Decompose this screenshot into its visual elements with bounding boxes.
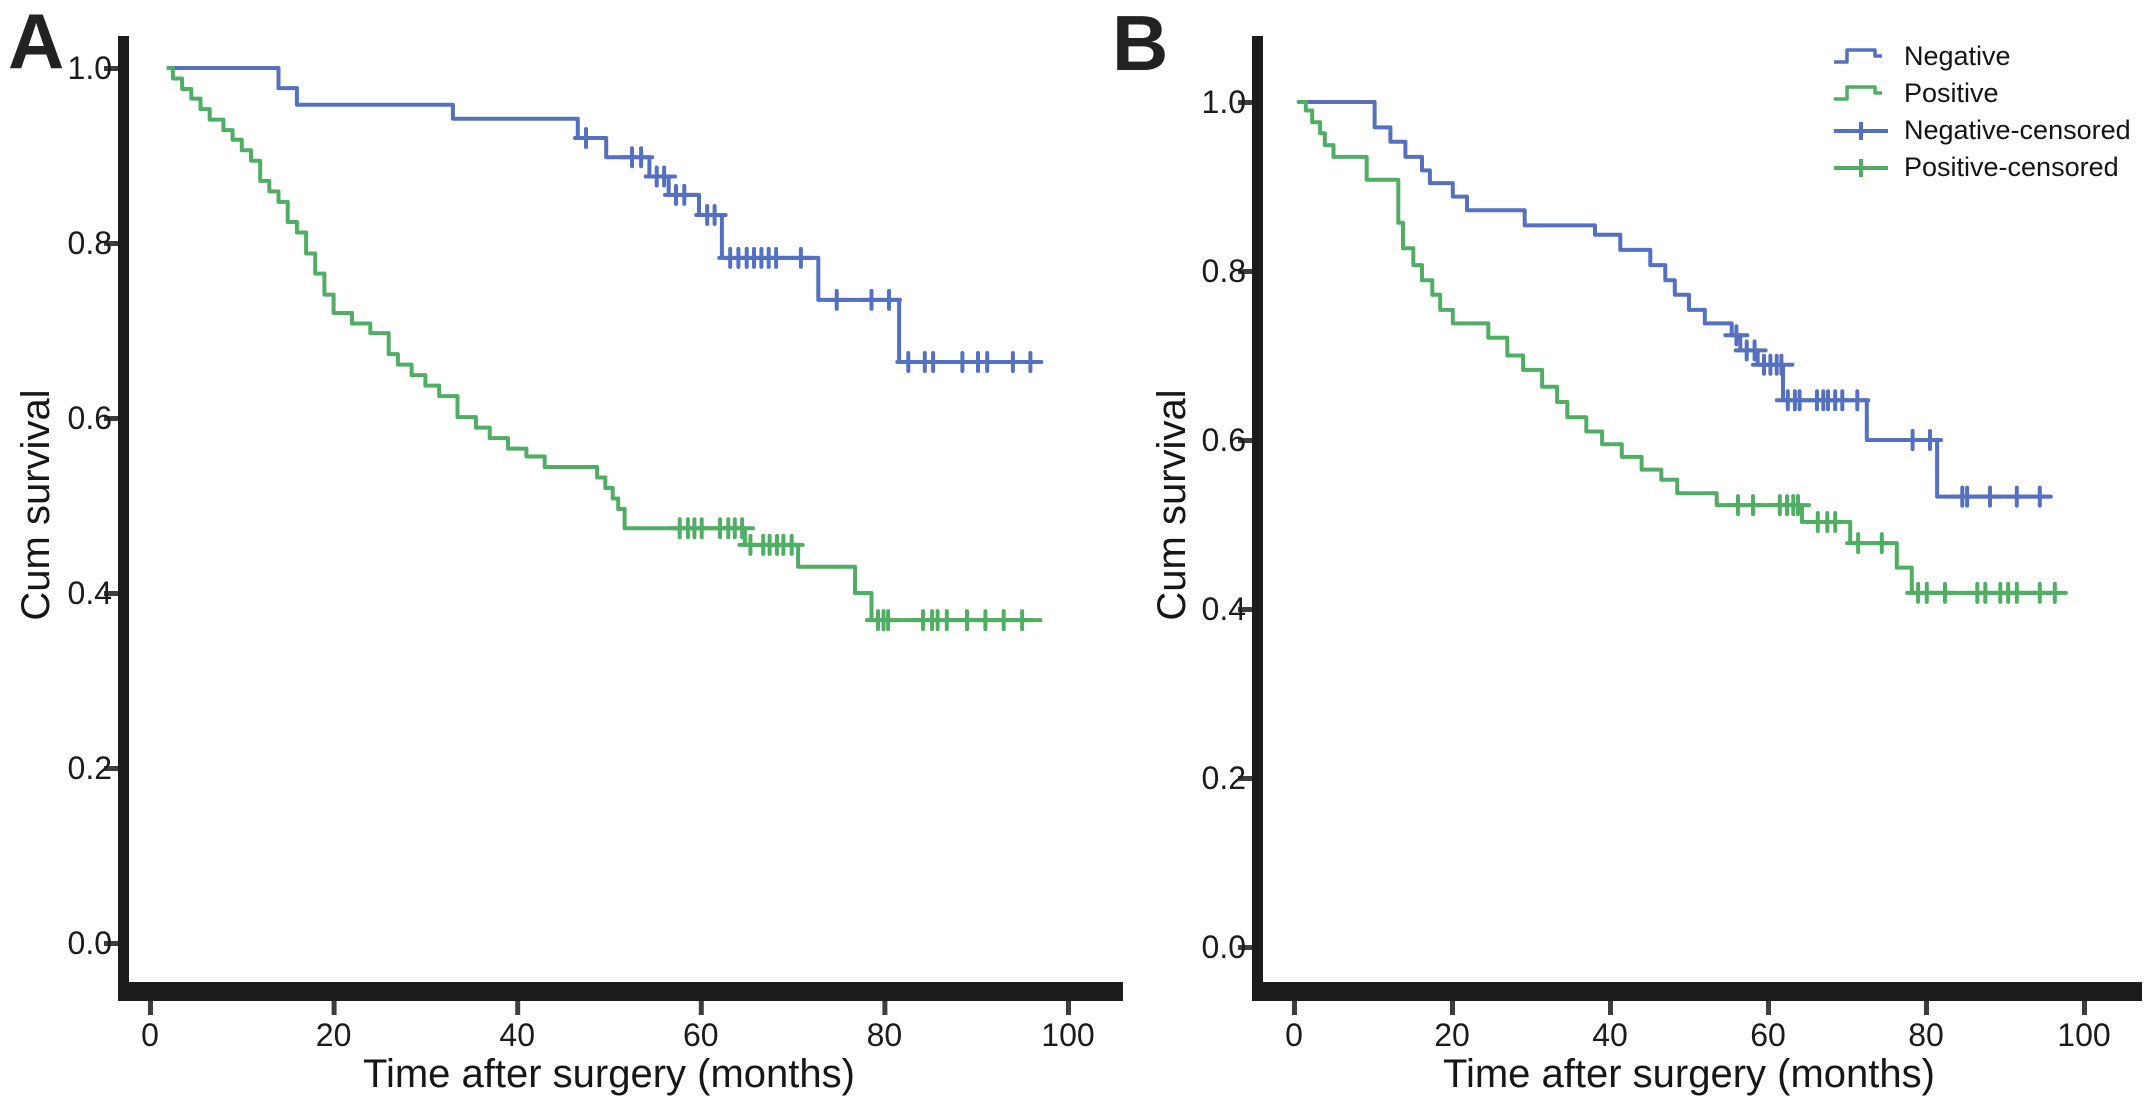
positive-censored-plus-icon bbox=[1834, 158, 1888, 177]
legend-symbol-path bbox=[1834, 47, 1882, 64]
x-tick-label-panel-a: 100 bbox=[1041, 1017, 1095, 1053]
legend-row-negative-censored: Negative-censored bbox=[1832, 112, 2148, 149]
x-tick-label-panel-b: 0 bbox=[1285, 1017, 1303, 1053]
negative-censored-plus-icon bbox=[1834, 121, 1888, 140]
panel-a-letter: A bbox=[8, 0, 65, 85]
y-tick-panel-a bbox=[104, 66, 118, 71]
x-tick-panel-a bbox=[1066, 1001, 1071, 1015]
censor-marks-positive-panel-b bbox=[1725, 494, 2068, 604]
x-tick-panel-a bbox=[698, 1001, 704, 1015]
km-curve-negative-panel-b bbox=[1296, 100, 2051, 499]
y-tick-panel-b bbox=[1238, 100, 1252, 105]
legend-symbol-path bbox=[1834, 84, 1882, 101]
x-tick-panel-b bbox=[1924, 1001, 1929, 1015]
negative-step-line-icon bbox=[1834, 47, 1882, 64]
y-tick-panel-b bbox=[1238, 607, 1252, 612]
x-tick-label-panel-b: 80 bbox=[1908, 1017, 1944, 1053]
legend-row-negative: Negative bbox=[1832, 38, 2148, 75]
x-tick-panel-b bbox=[1292, 1001, 1297, 1015]
censor-marks-negative-panel-a bbox=[573, 127, 1044, 373]
x-tick-panel-b bbox=[1450, 1001, 1455, 1015]
legend-row-positive: Positive bbox=[1832, 75, 2148, 112]
y-tick-panel-a bbox=[104, 241, 118, 246]
x-axis-bar-panel-b bbox=[1252, 982, 2142, 1001]
y-tick-label-panel-b: 0.0 bbox=[1201, 929, 1246, 965]
censor-marks-positive-panel-a bbox=[666, 517, 1036, 632]
legend-row-positive-censored: Positive-censored bbox=[1832, 149, 2148, 186]
x-tick-panel-b bbox=[2082, 1001, 2087, 1015]
x-tick-label-panel-a: 0 bbox=[141, 1017, 159, 1053]
y-tick-label-panel-b: 0.6 bbox=[1201, 422, 1246, 458]
x-axis-bar-panel-a bbox=[118, 982, 1123, 1001]
y-tick-label-panel-a: 0.4 bbox=[67, 575, 112, 611]
y-tick-panel-b bbox=[1238, 269, 1252, 274]
x-tick-panel-b bbox=[1608, 1001, 1613, 1015]
x-tick-label-panel-a: 60 bbox=[683, 1017, 719, 1053]
y-tick-label-panel-b: 0.2 bbox=[1201, 760, 1246, 796]
y-axis-bar-panel-b bbox=[1252, 36, 1263, 1001]
y-tick-label-panel-b: 0.8 bbox=[1201, 253, 1246, 289]
y-tick-panel-a bbox=[104, 416, 118, 421]
km-curve-positive-panel-b bbox=[1296, 100, 2063, 595]
y-axis-title-panel-a: Cum survival bbox=[14, 389, 58, 621]
legend-symbol-path bbox=[1834, 121, 1888, 140]
km-curve-negative-panel-a bbox=[166, 66, 1040, 364]
y-tick-label-panel-a: 0.0 bbox=[67, 925, 112, 961]
km-curve-positive-panel-a bbox=[166, 66, 1043, 623]
x-tick-label-panel-b: 100 bbox=[2057, 1017, 2111, 1053]
legend-label-negative-censored: Negative-censored bbox=[1904, 115, 2131, 145]
x-tick-label-panel-a: 20 bbox=[315, 1017, 352, 1053]
x-tick-label-panel-b: 60 bbox=[1750, 1017, 1786, 1053]
x-tick-label-panel-b: 40 bbox=[1592, 1017, 1628, 1053]
panel-b-letter: B bbox=[1112, 0, 1169, 87]
y-tick-panel-b bbox=[1238, 438, 1252, 443]
x-tick-panel-a bbox=[331, 1001, 337, 1015]
y-tick-label-panel-a: 0.6 bbox=[67, 400, 112, 436]
legend-label-negative: Negative bbox=[1904, 41, 2011, 71]
x-axis-title-panel-a: Time after surgery (months) bbox=[363, 1052, 855, 1096]
legend-label-positive: Positive bbox=[1904, 78, 1999, 108]
x-tick-label-panel-a: 40 bbox=[499, 1017, 535, 1053]
legend-label-positive-censored: Positive-censored bbox=[1904, 152, 2119, 182]
y-tick-panel-b bbox=[1238, 776, 1252, 781]
y-tick-panel-b bbox=[1238, 945, 1252, 950]
x-tick-panel-a bbox=[148, 1001, 153, 1015]
y-tick-label-panel-a: 0.8 bbox=[67, 225, 112, 261]
y-tick-label-panel-a: 0.2 bbox=[67, 750, 112, 786]
x-tick-label-panel-b: 20 bbox=[1434, 1017, 1470, 1053]
y-tick-label-panel-b: 1.0 bbox=[1201, 84, 1246, 120]
legend: Negative Positive Negative-censored Posi… bbox=[1832, 38, 2148, 186]
x-tick-label-panel-a: 80 bbox=[866, 1017, 903, 1053]
x-axis-title-panel-b: Time after surgery (months) bbox=[1443, 1052, 1935, 1096]
x-tick-panel-a bbox=[882, 1001, 888, 1015]
censor-marks-negative-panel-b bbox=[1723, 324, 2053, 508]
y-tick-panel-a bbox=[104, 941, 118, 946]
positive-step-line-icon bbox=[1834, 84, 1882, 101]
y-tick-panel-a bbox=[104, 766, 118, 771]
y-axis-bar-panel-a bbox=[118, 36, 129, 1001]
legend-symbol-path bbox=[1834, 158, 1888, 177]
x-tick-panel-a bbox=[515, 1001, 521, 1015]
y-tick-label-panel-b: 0.4 bbox=[1201, 591, 1246, 627]
x-tick-panel-b bbox=[1766, 1001, 1771, 1015]
y-tick-panel-a bbox=[104, 591, 118, 596]
y-tick-label-panel-a: 1.0 bbox=[67, 50, 112, 86]
